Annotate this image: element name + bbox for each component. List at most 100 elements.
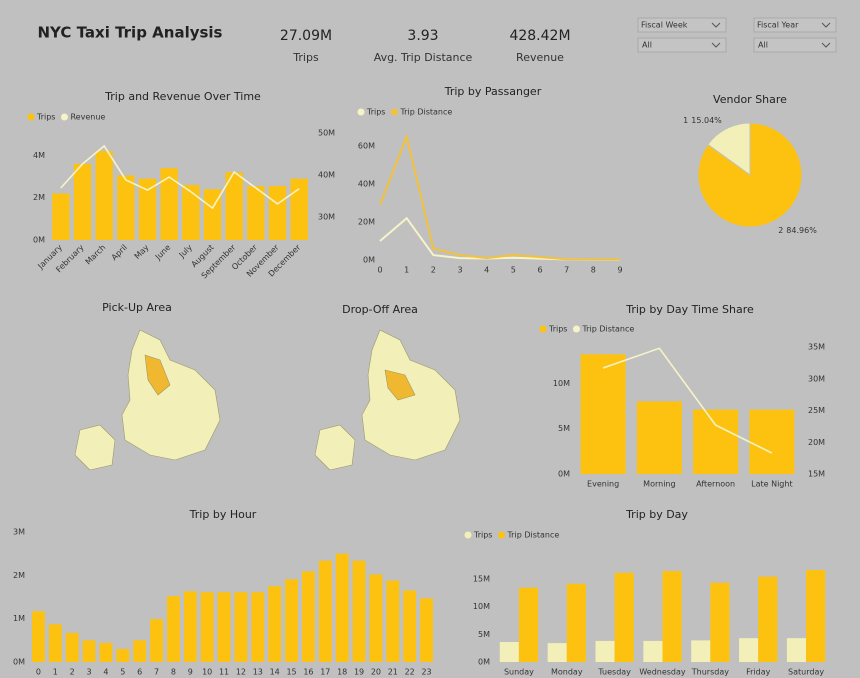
chart-title: Drop-Off Area <box>342 303 418 316</box>
bar <box>710 582 730 662</box>
legend-label: Trips <box>473 531 492 540</box>
y-tick-label: 3M <box>13 528 25 537</box>
y2-tick-label: 20M <box>808 438 825 447</box>
x-tick-label: Morning <box>643 480 675 489</box>
x-tick-label: 17 <box>320 668 330 677</box>
chart-title: Trip by Hour <box>189 508 257 521</box>
slicer-dropdown[interactable] <box>637 37 727 53</box>
y2-tick-label: 35M <box>808 343 825 352</box>
x-tick-label: 14 <box>270 668 280 677</box>
legend-label: Revenue <box>70 113 105 122</box>
chevron <box>711 42 721 48</box>
slicer-dropdown[interactable] <box>753 37 837 53</box>
x-tick-label: 2 <box>70 668 75 677</box>
bar <box>95 151 113 240</box>
bar <box>200 592 214 662</box>
bar <box>247 186 265 240</box>
x-tick-label: Sunday <box>504 668 534 677</box>
x-tick-label: Tuesday <box>597 668 631 677</box>
kpi-label: Revenue <box>516 51 564 64</box>
chart-title: Trip by Passanger <box>444 85 542 98</box>
chevron <box>821 42 831 48</box>
bar <box>217 592 231 662</box>
bar <box>614 572 634 662</box>
x-tick-label: 2 <box>431 266 436 275</box>
y-tick-label: 0M <box>33 236 45 245</box>
y2-tick-label: 15M <box>808 470 825 479</box>
y2-tick-label: 50M <box>318 128 335 137</box>
x-tick-label: 6 <box>537 266 542 275</box>
x-tick-label: Saturday <box>788 668 824 677</box>
bar <box>352 560 366 662</box>
category-label: 2 <box>778 226 783 235</box>
slicer-value: All <box>642 41 652 50</box>
kpi-value: 428.42M <box>509 28 570 44</box>
y-tick-label: 2M <box>13 571 25 580</box>
bar <box>302 571 315 662</box>
bar <box>285 579 298 662</box>
bar <box>150 619 163 662</box>
x-tick-label: 3 <box>87 668 92 677</box>
bar <box>82 640 96 662</box>
bar <box>691 640 711 662</box>
bar <box>643 640 663 662</box>
y-tick-label: 2M <box>33 193 45 202</box>
bar <box>499 642 519 662</box>
legend-marker <box>497 531 505 539</box>
bar <box>662 571 682 662</box>
x-tick-label: Monday <box>551 668 583 677</box>
legend-label: Trips <box>548 325 567 334</box>
value-label: 84.96% <box>786 226 817 235</box>
y-tick-label: 20M <box>358 218 375 227</box>
line <box>379 133 620 261</box>
legend-label: Trip Distance <box>506 531 559 540</box>
bar <box>636 401 682 474</box>
y-tick-label: 0M <box>558 470 570 479</box>
slicer-header[interactable] <box>753 17 837 33</box>
value-label: 15.04% <box>691 115 722 124</box>
map-area <box>314 424 356 471</box>
x-tick-label: 21 <box>388 668 398 677</box>
x-tick-label: Friday <box>746 668 771 677</box>
map-hotspot <box>144 354 171 396</box>
x-tick-label: 4 <box>103 668 108 677</box>
x-tick-label: 1 <box>53 668 58 677</box>
bar <box>758 576 778 662</box>
legend-label: Trips <box>36 113 55 122</box>
slicer[interactable]: Fiscal Year All <box>753 17 837 53</box>
map-shape <box>74 329 461 471</box>
chart-title: Vendor Share <box>713 93 787 106</box>
bar <box>369 574 383 662</box>
y-tick-label: 5M <box>558 424 570 433</box>
legend-marker <box>357 108 365 116</box>
bar <box>420 598 433 662</box>
x-tick-label: 3 <box>457 266 462 275</box>
line <box>602 347 773 454</box>
bar <box>268 186 287 240</box>
bar <box>182 185 200 240</box>
bar <box>518 587 539 662</box>
y-tick-label: 40M <box>358 180 375 189</box>
legend-marker <box>27 113 35 121</box>
slicer-header[interactable] <box>637 17 727 33</box>
legend-label: Trips <box>366 108 385 117</box>
x-tick-label: 7 <box>564 266 569 275</box>
y-tick-label: 0M <box>478 658 490 667</box>
bar <box>335 553 349 662</box>
chevron <box>711 22 721 28</box>
bar <box>566 583 586 662</box>
y-tick-label: 5M <box>478 630 490 639</box>
line <box>60 144 300 210</box>
x-tick-label: 5 <box>511 266 516 275</box>
pie-slice <box>707 122 751 176</box>
x-tick-label: 19 <box>354 668 364 677</box>
pie-slice <box>697 122 803 228</box>
chevron <box>821 22 831 28</box>
bar <box>739 638 759 662</box>
x-tick-label: 0 <box>36 668 41 677</box>
bar <box>225 172 243 240</box>
chart-title: Trip and Revenue Over Time <box>104 90 261 103</box>
y-tick-label: 1M <box>13 614 25 623</box>
slicer[interactable]: Fiscal Week All <box>637 17 727 53</box>
bar <box>73 163 92 240</box>
